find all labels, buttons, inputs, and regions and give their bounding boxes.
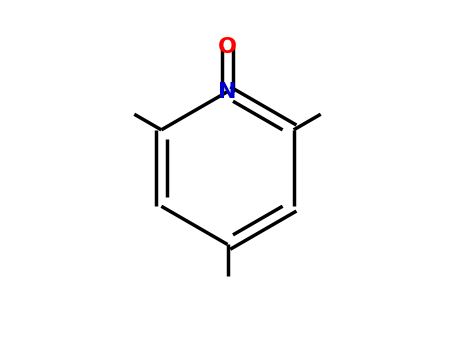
Text: O: O [218,36,237,57]
Text: N: N [218,82,237,102]
